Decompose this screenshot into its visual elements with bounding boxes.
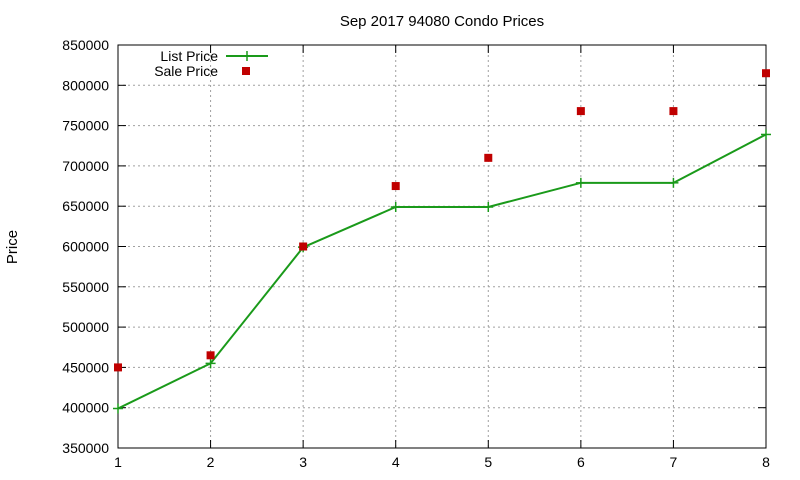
- x-tick-label: 2: [207, 454, 215, 470]
- x-tick-label: 1: [114, 454, 122, 470]
- data-point: [575, 177, 586, 188]
- data-point: [668, 177, 679, 188]
- y-tick-label: 400000: [62, 400, 109, 416]
- y-axis-title: Price: [4, 230, 21, 264]
- x-tick-label: 4: [392, 454, 400, 470]
- y-tick-label: 700000: [62, 158, 109, 174]
- data-point: [576, 107, 585, 116]
- legend: List Price Sale Price: [154, 48, 268, 79]
- data-point: [205, 358, 216, 369]
- y-tick-label: 450000: [62, 359, 109, 375]
- data-point: [114, 363, 122, 372]
- series-list-price: [113, 129, 771, 414]
- legend-marker-sale-price: [242, 67, 250, 75]
- data-point: [762, 69, 770, 78]
- x-tick-label: 5: [484, 454, 492, 470]
- y-tick-label: 800000: [62, 77, 109, 93]
- y-tick-label: 550000: [62, 279, 109, 295]
- data-point: [484, 153, 493, 162]
- series-sale-price: [114, 69, 770, 372]
- chart-title: Sep 2017 94080 Condo Prices: [340, 13, 544, 30]
- y-tick-label: 850000: [62, 37, 109, 53]
- legend-marker-list-price: [242, 51, 252, 61]
- data-point: [391, 182, 400, 191]
- y-tick-label: 500000: [62, 319, 109, 335]
- data-point: [206, 351, 215, 360]
- legend-label-sale-price: Sale Price: [154, 63, 218, 79]
- y-tick-label: 600000: [62, 239, 109, 255]
- data-point: [483, 202, 494, 213]
- grid: [118, 45, 766, 448]
- data-point: [761, 129, 771, 140]
- x-tick-label: 8: [762, 454, 770, 470]
- x-tick-label: 7: [670, 454, 678, 470]
- y-tick-label: 350000: [62, 440, 109, 456]
- data-point: [390, 202, 401, 213]
- series-line: [117, 133, 767, 410]
- legend-label-list-price: List Price: [160, 48, 218, 64]
- y-tick-label: 750000: [62, 118, 109, 134]
- x-axis-tick-labels: 1 2 3 4 5 6 7 8: [114, 454, 770, 470]
- y-axis-tick-labels: 350000 400000 450000 500000 550000 600000 6500…: [62, 37, 109, 456]
- series: [113, 69, 771, 414]
- data-point: [669, 107, 678, 116]
- data-point: [113, 403, 123, 414]
- y-tick-label: 650000: [62, 198, 109, 214]
- x-tick-label: 6: [577, 454, 585, 470]
- x-tick-label: 3: [299, 454, 307, 470]
- data-point: [299, 242, 308, 251]
